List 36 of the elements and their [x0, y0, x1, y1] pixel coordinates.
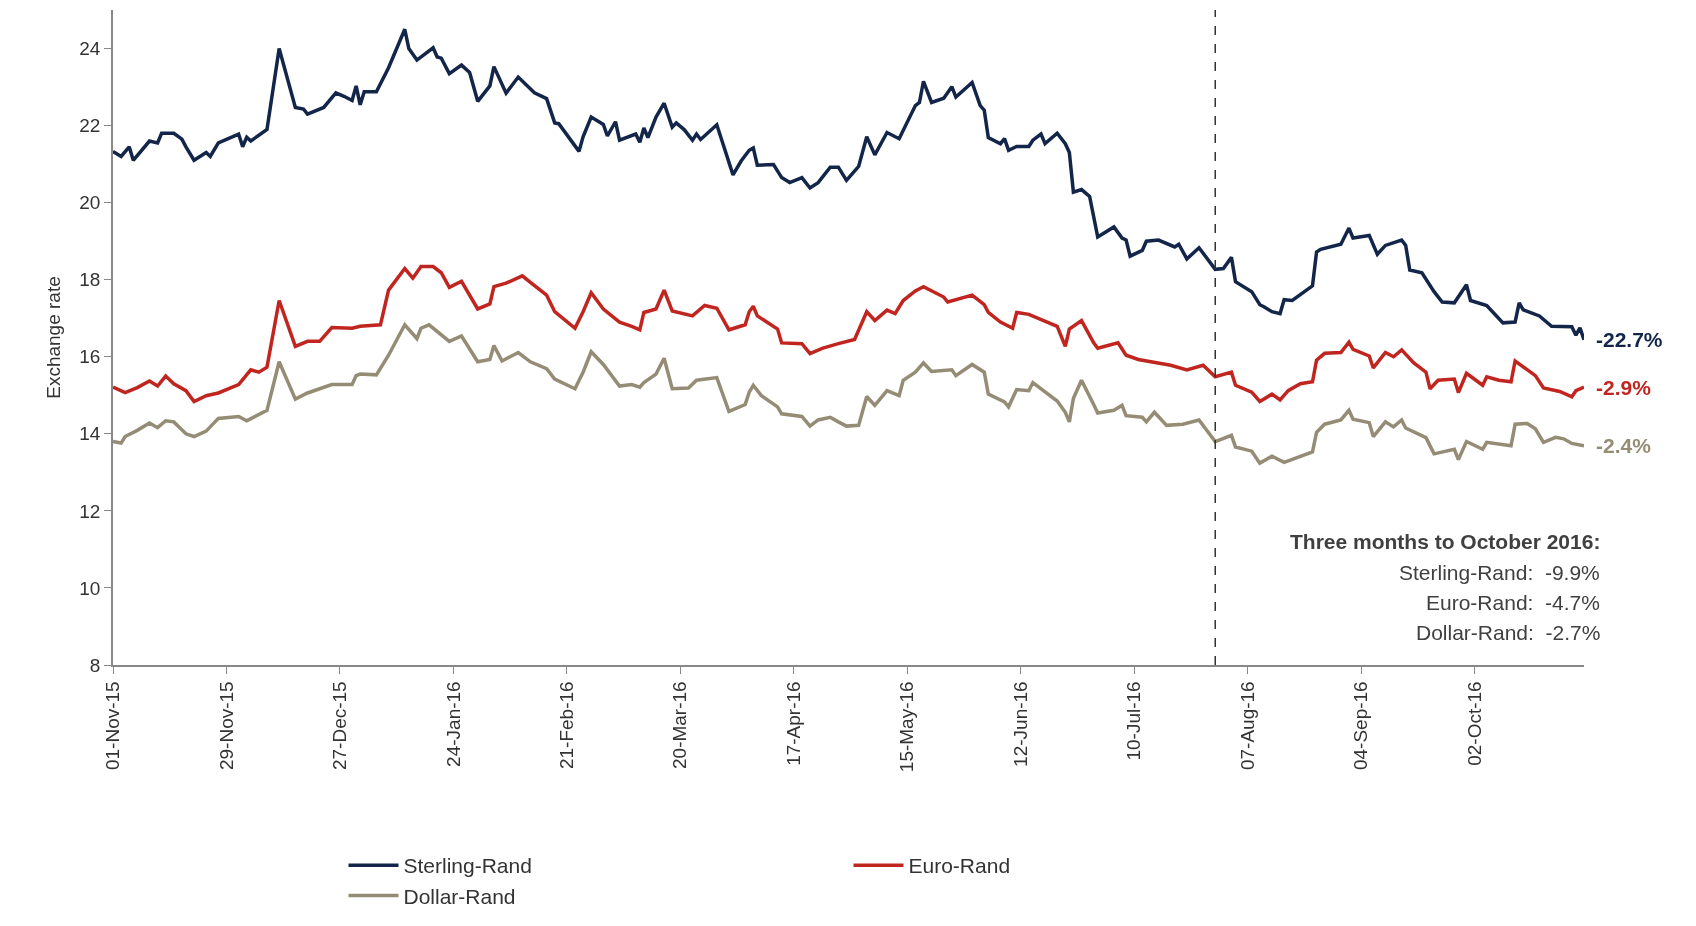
- line-series: [113, 264, 1584, 404]
- x-tick-label: 27-Dec-15: [329, 681, 351, 771]
- x-tick-label: 02-Oct-16: [1463, 681, 1485, 766]
- x-tick-label: 17-Apr-16: [782, 681, 804, 766]
- annotation: -2.4%: [1596, 434, 1652, 457]
- y-tick-label: 20: [79, 192, 101, 214]
- annotation: -2.9%: [1596, 376, 1652, 399]
- x-tick-label: 07-Aug-16: [1236, 681, 1258, 771]
- x-tick-label: 24-Jan-16: [442, 681, 464, 767]
- y-tick-label: 8: [89, 654, 101, 676]
- x-tick-label: 10-Jul-16: [1123, 681, 1145, 761]
- x-tick-label: 01-Nov-15: [102, 681, 124, 771]
- line-series: [113, 27, 1584, 342]
- y-tick-label: 10: [79, 577, 101, 599]
- annotation: Dollar-Rand: -2.7%: [1416, 621, 1601, 644]
- annotation: Euro-Rand: -4.7%: [1426, 591, 1600, 614]
- y-axis-title: Exchange rate: [42, 276, 64, 399]
- legend-label: Euro-Rand: [908, 854, 1011, 878]
- y-tick-label: 16: [79, 346, 101, 368]
- x-tick-label: 29-Nov-15: [215, 681, 237, 771]
- annotation: Sterling-Rand: -9.9%: [1399, 561, 1600, 584]
- y-tick-label: 18: [79, 269, 101, 291]
- y-tick-label: 14: [79, 423, 101, 445]
- x-tick-label: 04-Sep-16: [1350, 681, 1372, 771]
- x-tick-label: 21-Feb-16: [556, 681, 578, 770]
- x-tick-label: 15-May-16: [896, 681, 918, 773]
- annotation: Three months to October 2016:: [1290, 530, 1601, 553]
- y-tick-label: 12: [79, 500, 101, 522]
- line-series: [113, 323, 1584, 465]
- y-tick-label: 22: [79, 115, 101, 137]
- legend-label: Dollar-Rand: [403, 884, 516, 908]
- x-tick-label: 20-Mar-16: [669, 681, 691, 770]
- y-tick-label: 24: [79, 38, 101, 60]
- annotation: -22.7%: [1596, 328, 1663, 351]
- x-tick-label: 12-Jun-16: [1009, 681, 1031, 767]
- legend-label: Sterling-Rand: [403, 854, 532, 878]
